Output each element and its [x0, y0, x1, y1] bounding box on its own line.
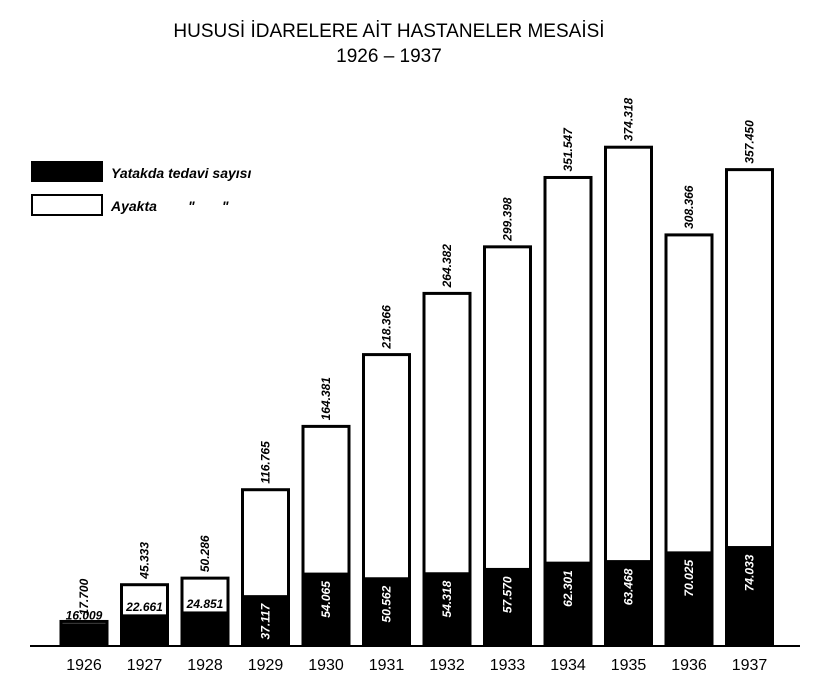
- data-label-yatakda-1937: 74.033: [743, 554, 757, 591]
- data-label-yatakda-1934: 62.301: [561, 570, 575, 607]
- x-tick-label-1931: 1931: [369, 657, 405, 674]
- bar-yatakda-1927: [120, 614, 169, 646]
- x-tick-label-1937: 1937: [732, 657, 768, 674]
- data-label-ayakta-1934: 351.547: [561, 127, 575, 172]
- x-tick-label-1934: 1934: [550, 657, 586, 674]
- bar-yatakda-1926: [59, 623, 109, 646]
- data-label-ayakta-1930: 164.381: [319, 377, 333, 421]
- data-label-ayakta-1929: 116.765: [259, 441, 273, 484]
- data-label-ayakta-1936: 308.366: [682, 185, 696, 229]
- data-label-yatakda-1935: 63.468: [622, 568, 636, 605]
- bar-yatakda-1936: [664, 551, 714, 646]
- data-label-ayakta-1937: 357.450: [743, 120, 757, 164]
- x-tick-label-1927: 1927: [127, 657, 163, 674]
- bar-yatakda-1934: [543, 561, 593, 646]
- data-label-yatakda-1936: 70.025: [682, 560, 696, 597]
- bar-yatakda-1928: [180, 611, 230, 646]
- x-tick-label-1930: 1930: [308, 657, 344, 674]
- legend-swatch-yatakda: [31, 161, 103, 182]
- data-label-yatakda-1930: 54.065: [319, 581, 333, 618]
- legend-label-ayakta: Ayakta " ": [110, 198, 229, 214]
- data-label-yatakda-1931: 50.562: [380, 585, 394, 622]
- data-label-ayakta-1933: 299.398: [501, 197, 515, 242]
- legend-label-yatakda: Yatakda tedavi sayısı: [111, 165, 251, 181]
- chart-title: HUSUSİ İDARELERE AİT HASTANELER MESAİSİ: [173, 21, 604, 42]
- x-tick-labels: 1926 1927 1928 1929 1930 1931 1932 1933 1934 1935…: [66, 657, 767, 674]
- x-tick-label-1933: 1933: [490, 657, 526, 674]
- x-tick-label-1926: 1926: [66, 657, 102, 674]
- x-tick-label-1936: 1936: [671, 657, 707, 674]
- data-label-ayakta-1926: 17.700: [77, 578, 91, 615]
- x-tick-label-1935: 1935: [611, 657, 647, 674]
- legend-swatch-ayakta: [31, 194, 103, 216]
- legend: Yatakda tedavi sayısı Ayakta " ": [31, 161, 251, 216]
- x-tick-label-1929: 1929: [248, 657, 284, 674]
- bar-yatakda-1931: [362, 577, 411, 646]
- bar-yatakda-1935: [604, 560, 653, 646]
- data-label-ayakta-1931: 218.366: [380, 305, 394, 350]
- chart-subtitle: 1926 – 1937: [336, 46, 442, 67]
- data-label-ayakta-1935: 374.318: [622, 97, 636, 141]
- data-label-ayakta-1932: 264.382: [440, 244, 454, 289]
- bars: [59, 145, 774, 647]
- bar-yatakda-1932: [422, 572, 472, 646]
- x-tick-label-1928: 1928: [187, 657, 223, 674]
- data-label-ayakta-1928: 50.286: [198, 535, 212, 572]
- data-label-yatakda-1933: 57.570: [501, 576, 515, 613]
- data-label-yatakda-1932: 54.318: [440, 580, 454, 617]
- data-label-yatakda-1926: 16.009: [66, 609, 103, 623]
- x-tick-label-1932: 1932: [429, 657, 465, 674]
- data-label-yatakda-1929: 37.117: [259, 602, 273, 639]
- bar-yatakda-1937: [725, 546, 774, 646]
- bar-yatakda-1933: [483, 567, 532, 646]
- data-label-yatakda-1928: 24.851: [186, 597, 224, 611]
- data-label-ayakta-1927: 45.333: [138, 542, 152, 580]
- data-label-yatakda-1927: 22.661: [125, 600, 163, 614]
